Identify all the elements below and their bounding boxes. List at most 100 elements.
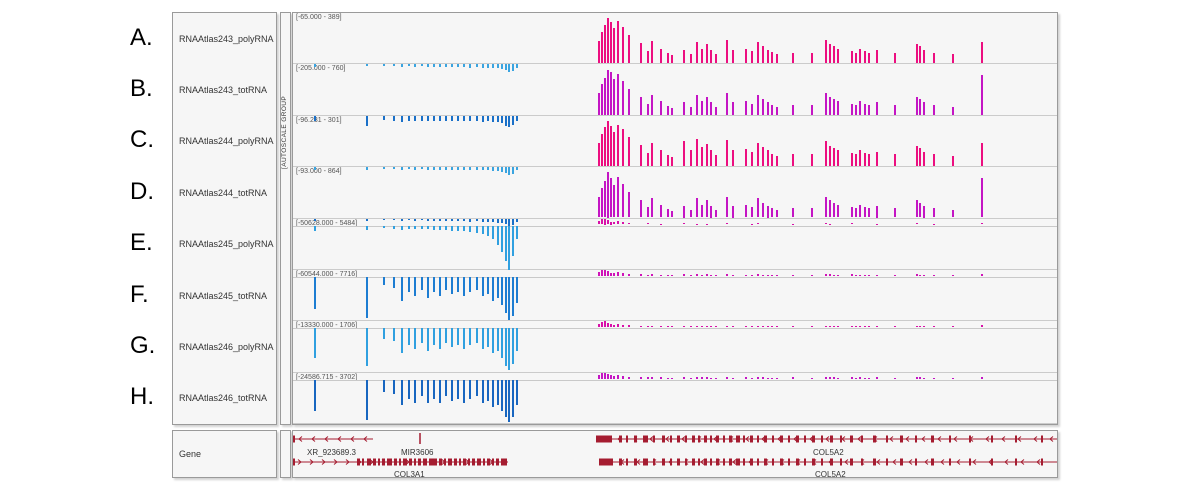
coverage-bar-pos <box>771 208 774 218</box>
track-name-RNAAtlas244_totRNA[interactable]: RNAAtlas244_totRNA <box>179 187 268 198</box>
gene-exon-COL5A2 <box>599 458 613 466</box>
track-name-RNAAtlas246_polyRNA[interactable]: RNAAtlas246_polyRNA <box>179 341 274 352</box>
coverage-bar-pos <box>836 204 839 218</box>
gene-models-figure[interactable]: XR_923689.3 MIR3606 COL5A2 COL3A1 COL5A2 <box>293 431 1057 477</box>
coverage-bar-pos <box>762 147 765 167</box>
coverage-bar-pos <box>915 145 918 167</box>
coverage-bar-pos <box>867 154 870 167</box>
coverage-bar-pos <box>671 157 674 167</box>
coverage-bar-pos <box>919 274 922 276</box>
coverage-bar-pos <box>651 376 654 379</box>
strand-arrow-icon <box>972 459 977 465</box>
strand-arrow-icon <box>937 436 942 442</box>
coverage-bar-neg <box>487 167 490 171</box>
track-row-F[interactable]: [-60544.000 - 7716] <box>293 270 1057 322</box>
gene-exon-COL3A1 <box>403 458 407 466</box>
track-row-E[interactable]: [-50628.000 - 5484] <box>293 219 1057 270</box>
coverage-bar-pos <box>791 154 794 167</box>
coverage-bar-pos <box>923 326 926 328</box>
track-row-C[interactable]: [-96.231 - 301] <box>293 116 1057 168</box>
coverage-bar-neg <box>420 379 423 397</box>
gene-exon-COL5A2 <box>716 458 719 466</box>
strand-arrow-icon <box>956 459 961 465</box>
coverage-bar-pos <box>607 69 609 115</box>
coverage-bar-neg <box>451 225 454 231</box>
coverage-bar-neg <box>432 225 435 230</box>
coverage-bar-neg <box>508 328 511 371</box>
coverage-bar-pos <box>762 202 765 218</box>
coverage-bar-pos <box>863 326 866 328</box>
coverage-bar-pos <box>923 49 926 64</box>
coverage-bar-pos <box>600 187 603 218</box>
coverage-bar-pos <box>639 325 642 328</box>
gene-exon-COL5A2 <box>736 458 740 466</box>
track-row-B[interactable]: [-205.000 - 760] <box>293 64 1057 116</box>
coverage-bar-neg <box>414 115 417 122</box>
gene-track-label[interactable]: Gene <box>179 449 202 459</box>
coverage-bar-pos <box>981 41 984 64</box>
track-row-H[interactable]: [-24586.715 - 3702] <box>293 373 1057 424</box>
track-name-RNAAtlas244_polyRNA[interactable]: RNAAtlas244_polyRNA <box>179 136 274 147</box>
coverage-bar-pos <box>810 274 813 276</box>
track-letter-H: H. <box>130 383 154 411</box>
coverage-bar-pos <box>981 273 984 276</box>
coverage-bar-pos <box>714 326 717 328</box>
coverage-bar-neg <box>496 225 499 246</box>
strand-arrow-icon <box>321 459 326 465</box>
gene-name-label: COL3A1 <box>394 470 425 477</box>
track-row-D[interactable]: [-93.000 - 864] <box>293 167 1057 219</box>
coverage-bar-neg <box>426 328 429 352</box>
track-row-G[interactable]: [-13330.000 - 1706] <box>293 321 1057 373</box>
coverage-bar-pos <box>607 271 609 276</box>
coverage-bar-pos <box>628 192 631 218</box>
track-name-RNAAtlas243_totRNA[interactable]: RNAAtlas243_totRNA <box>179 85 268 96</box>
coverage-bar-pos <box>682 141 685 167</box>
coverage-bar-pos <box>610 272 613 276</box>
coverage-bar-pos <box>613 185 616 218</box>
coverage-bar-pos <box>600 219 603 225</box>
coverage-bar-pos <box>607 322 609 328</box>
coverage-bar-neg <box>492 115 495 122</box>
coverage-bar-pos <box>671 326 674 328</box>
track-row-A[interactable]: [-65.000 - 389] <box>293 13 1057 65</box>
coverage-bar-neg <box>414 64 417 67</box>
coverage-bar-neg <box>383 379 386 393</box>
coverage-bar-pos <box>621 129 624 167</box>
track-name-RNAAtlas245_polyRNA[interactable]: RNAAtlas245_polyRNA <box>179 239 274 250</box>
track-name-RNAAtlas243_polyRNA[interactable]: RNAAtlas243_polyRNA <box>179 33 274 44</box>
coverage-bar-pos <box>867 52 870 64</box>
coverage-bar-neg <box>426 379 429 403</box>
coverage-bar-pos <box>791 52 794 64</box>
gene-exon-COL5A2 <box>861 435 863 443</box>
gene-exon-COL5A2 <box>788 435 790 443</box>
coverage-bar-pos <box>766 102 769 115</box>
track-range-label: [-65.000 - 389] <box>296 14 342 21</box>
coverage-bar-pos <box>915 200 918 218</box>
coverage-bar-neg <box>401 115 404 122</box>
coverage-bar-neg <box>475 64 478 68</box>
coverage-bar-neg <box>408 328 411 346</box>
coverage-bar-neg <box>496 218 499 223</box>
coverage-bar-pos <box>705 377 708 379</box>
coverage-bar-neg <box>432 379 435 399</box>
gene-exon-COL3A1 <box>477 458 481 466</box>
track-name-RNAAtlas246_totRNA[interactable]: RNAAtlas246_totRNA <box>179 393 268 404</box>
coverage-bar-neg <box>496 379 499 405</box>
coverage-bar-pos <box>867 208 870 218</box>
strand-arrow-icon <box>350 436 355 442</box>
data-panel[interactable]: [-65.000 - 389] [-205.000 - 760] [-96.231 … <box>292 12 1058 425</box>
coverage-bar-pos <box>682 206 685 218</box>
coverage-bar-pos <box>875 102 878 115</box>
coverage-bar-pos <box>824 39 827 64</box>
coverage-bar-pos <box>933 208 936 218</box>
track-name-RNAAtlas245_totRNA[interactable]: RNAAtlas245_totRNA <box>179 290 268 301</box>
coverage-bar-pos <box>600 84 603 115</box>
coverage-bar-neg <box>516 276 519 303</box>
gene-exon-COL3A1 <box>459 458 461 466</box>
coverage-bar-pos <box>836 150 839 167</box>
strand-arrow-icon <box>921 436 926 442</box>
autoscale-group-strip: [AUTOSCALE GROUP <box>280 12 291 425</box>
coverage-bar-pos <box>607 18 609 64</box>
gene-annotation-panel[interactable]: XR_923689.3 MIR3606 COL5A2 COL3A1 COL5A2 <box>292 430 1058 478</box>
coverage-bar-neg <box>481 225 484 235</box>
